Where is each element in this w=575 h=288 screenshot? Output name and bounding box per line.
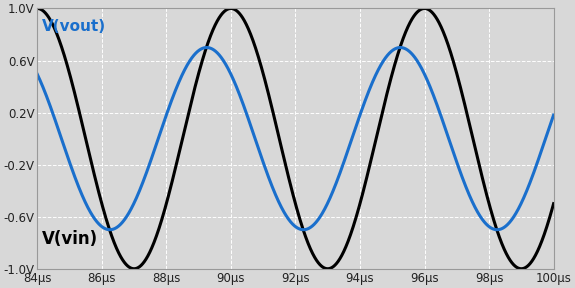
Text: V(vout): V(vout) <box>43 19 106 34</box>
Text: V(vin): V(vin) <box>43 230 98 248</box>
